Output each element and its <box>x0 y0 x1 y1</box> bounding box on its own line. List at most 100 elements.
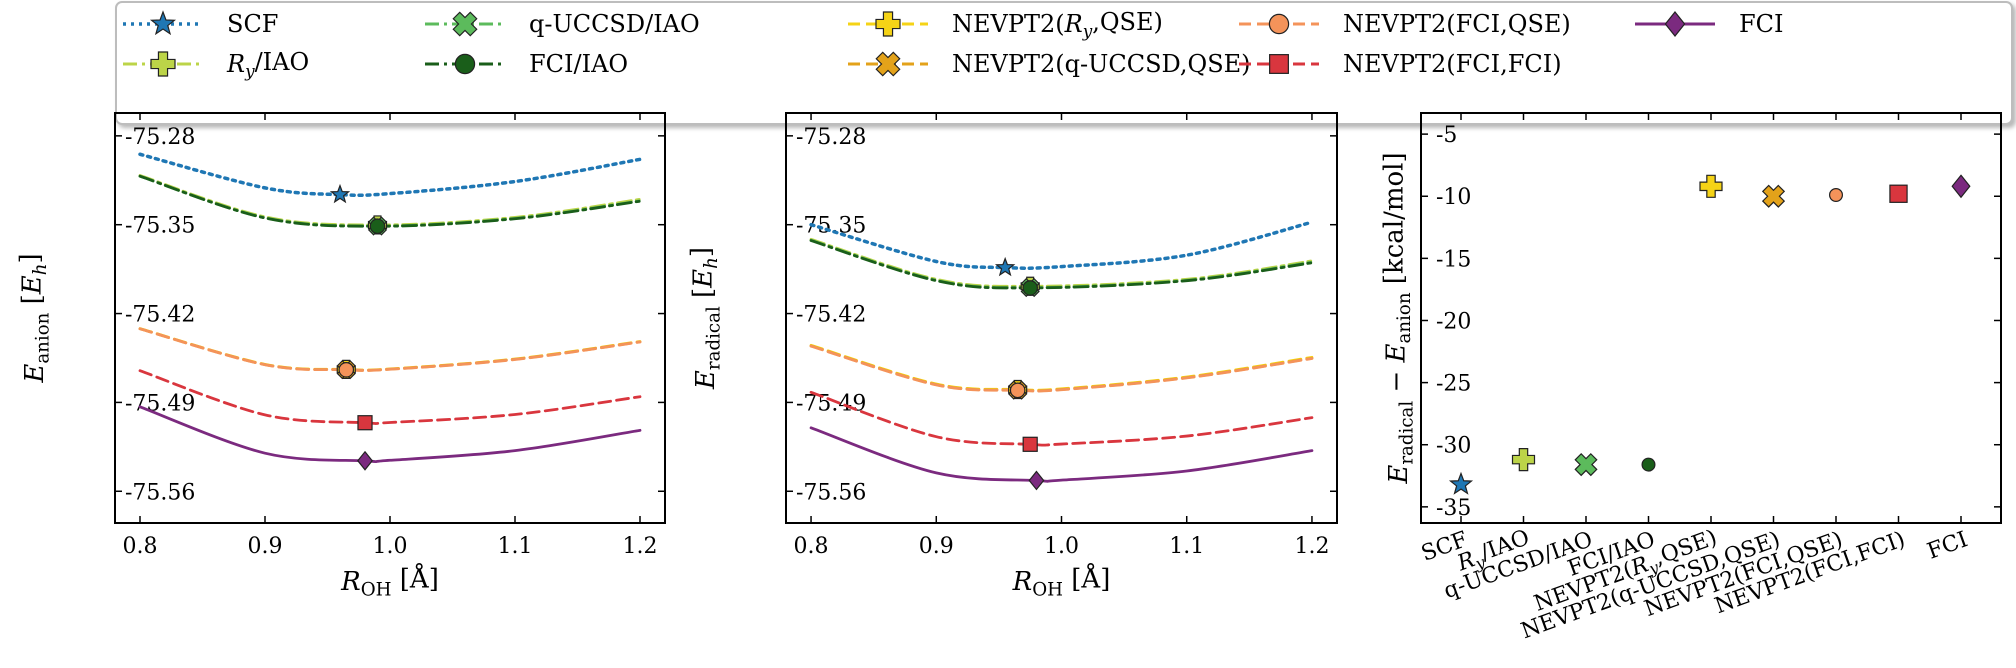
legend-marker-ry_iao <box>150 51 176 77</box>
data-point-quccsd_iao <box>1574 453 1598 477</box>
y-tick-label: -15 <box>1436 247 1471 272</box>
legend-item-quccsd_iao: q-UCCSD/IAO <box>425 10 700 38</box>
y-tick-label: -25 <box>1436 372 1471 397</box>
legend-label-nevpt2_fci_fci: NEVPT2(FCI,FCI) <box>1343 50 1562 78</box>
minimum-marker-fci_iao <box>1022 280 1038 296</box>
legend-label-ry_iao: Ry​/IAO <box>226 48 309 81</box>
series-line-fci <box>809 426 1314 483</box>
data-point-nevpt2_fci_fci <box>1889 184 1908 203</box>
series-line-nevpt2_fci_fci <box>809 390 1314 447</box>
x-tick-label: 0.9 <box>248 534 283 559</box>
legend-item-fci: FCI <box>1635 10 1784 38</box>
legend-item-nevpt2_quccsd_qse: NEVPT2(q-UCCSD,QSE) <box>848 50 1251 78</box>
legend-marker-fci_iao <box>454 53 476 75</box>
legend: SCF Ry​/IAO q-UCCSD/IAO FCI/IAO NEVPT2(Ry​,Q… <box>115 1 2013 125</box>
legend-marker-nevpt2_quccsd_qse <box>875 51 901 77</box>
y-tick-label: -75.35 <box>125 214 195 239</box>
legend-item-fci_iao: FCI/IAO <box>425 50 628 78</box>
series-line-scf <box>809 220 1314 270</box>
data-point-nevpt2_fci_qse <box>1828 188 1843 203</box>
legend-marker-nevpt2_fci_fci <box>1269 54 1289 74</box>
data-point-nevpt2_ry_qse <box>1699 174 1723 198</box>
detachment-energy-panel: -5-10-15-20-25-30-35SCFRy​/IAOq-UCCSD/IA… <box>1379 112 2002 644</box>
series-line-nevpt2_fci_fci <box>138 369 642 425</box>
y-tick-label: -30 <box>1436 434 1471 459</box>
x-tick-label: 1.1 <box>1169 534 1204 559</box>
y-tick-label: -35 <box>1436 496 1471 521</box>
x-tick-label: 1.1 <box>498 534 533 559</box>
series-line-quccsd_iao <box>138 174 642 228</box>
x-tick-label: 0.9 <box>919 534 954 559</box>
legend-item-nevpt2_fci_qse: NEVPT2(FCI,QSE) <box>1239 10 1571 38</box>
y-tick-label: -75.49 <box>796 391 866 416</box>
x-tick-label: 1.0 <box>1044 534 1079 559</box>
y-tick-label: -75.28 <box>796 125 866 150</box>
y-axis-label: Eanion​ [Eh​] <box>15 253 53 383</box>
series-line-nevpt2_ry_qse <box>809 343 1314 392</box>
legend-marker-scf <box>149 10 177 36</box>
data-point-fci <box>1951 174 1971 199</box>
series-line-fci <box>138 405 642 464</box>
x-tick-label: 1.2 <box>1294 534 1329 559</box>
y-tick-label: -20 <box>1436 309 1471 334</box>
legend-marker-nevpt2_fci_qse <box>1268 13 1290 35</box>
minimum-marker-nevpt2_fci_fci <box>1022 436 1038 452</box>
y-tick-label: -75.49 <box>125 391 195 416</box>
data-point-scf <box>1448 471 1474 495</box>
minimum-marker-scf <box>994 256 1016 277</box>
legend-frame <box>115 1 2013 125</box>
legend-label-quccsd_iao: q-UCCSD/IAO <box>529 10 700 38</box>
legend-item-scf: SCF <box>123 10 278 38</box>
y-tick-label: -75.42 <box>796 303 866 328</box>
x-tick-label: 0.8 <box>794 534 829 559</box>
legend-item-ry_iao: Ry​/IAO <box>123 48 309 81</box>
minimum-marker-fci <box>1028 470 1045 491</box>
legend-item-nevpt2_fci_fci: NEVPT2(FCI,FCI) <box>1239 50 1562 78</box>
x-tick-label: 0.8 <box>123 534 158 559</box>
anion-energy-panel: 0.8 0.9 1.0 1.1 1.2 -75.28 -75.35 -75.42 -75.49 -… <box>15 112 666 601</box>
series-line-nevpt2_ry_qse <box>138 327 642 372</box>
legend-label-nevpt2_ry_qse: NEVPT2(Ry​,QSE) <box>952 8 1163 41</box>
y-tick-label: -75.56 <box>125 480 195 505</box>
series-line-nevpt2_quccsd_qse <box>138 327 642 372</box>
minimum-marker-nevpt2_fci_qse <box>338 361 355 378</box>
y-axis-label: Eradical​ [Eh​] <box>686 247 724 390</box>
x-tick-label: 1.0 <box>373 534 408 559</box>
x-tick-label: 1.2 <box>623 534 658 559</box>
series-line-nevpt2_fci_qse <box>809 344 1314 393</box>
legend-marker-fci <box>1664 11 1686 37</box>
y-tick-label: -75.42 <box>125 303 195 328</box>
legend-label-scf: SCF <box>227 10 278 38</box>
series-line-scf <box>138 152 642 198</box>
legend-item-nevpt2_ry_qse: NEVPT2(Ry​,QSE) <box>848 8 1163 41</box>
legend-label-nevpt2_quccsd_qse: NEVPT2(q-UCCSD,QSE) <box>952 50 1251 78</box>
plot-frame <box>1420 112 2002 524</box>
legend-label-nevpt2_fci_qse: NEVPT2(FCI,QSE) <box>1343 10 1571 38</box>
y-tick-label: -75.35 <box>796 214 866 239</box>
x-category-label: FCI <box>1924 527 1971 564</box>
radical-energy-panel: 0.8 0.9 1.0 1.1 1.2 -75.28 -75.35 -75.42 -75.49 -… <box>686 112 1338 601</box>
series-line-fci_iao <box>138 174 642 228</box>
y-tick-label: -75.28 <box>125 125 195 150</box>
y-tick-label: -10 <box>1436 185 1471 210</box>
y-axis-label: Eradical​ − Eanion​ [kcal/mol] <box>1379 152 1417 484</box>
data-point-fci_iao <box>1641 457 1656 472</box>
series-line-ry_iao <box>138 174 642 227</box>
minimum-marker-scf <box>329 183 351 204</box>
data-point-nevpt2_quccsd_qse <box>1761 184 1786 208</box>
y-tick-label: -5 <box>1436 123 1457 148</box>
x-axis-label: ROH​ [Å] <box>1012 563 1111 601</box>
minimum-marker-fci_iao <box>369 218 386 235</box>
legend-marker-nevpt2_ry_qse <box>875 11 901 37</box>
legend-label-fci: FCI <box>1739 10 1784 38</box>
series-line-ry_iao <box>809 237 1314 288</box>
data-point-ry_iao <box>1511 448 1536 472</box>
y-tick-label: -75.56 <box>796 480 866 505</box>
x-axis-label: ROH​ [Å] <box>340 563 439 601</box>
minimum-marker-nevpt2_fci_qse <box>1009 382 1026 399</box>
series-line-nevpt2_fci_qse <box>138 327 642 372</box>
minimum-marker-nevpt2_fci_fci <box>357 415 373 431</box>
legend-label-fci_iao: FCI/IAO <box>529 50 628 78</box>
minimum-marker-fci <box>357 450 373 471</box>
